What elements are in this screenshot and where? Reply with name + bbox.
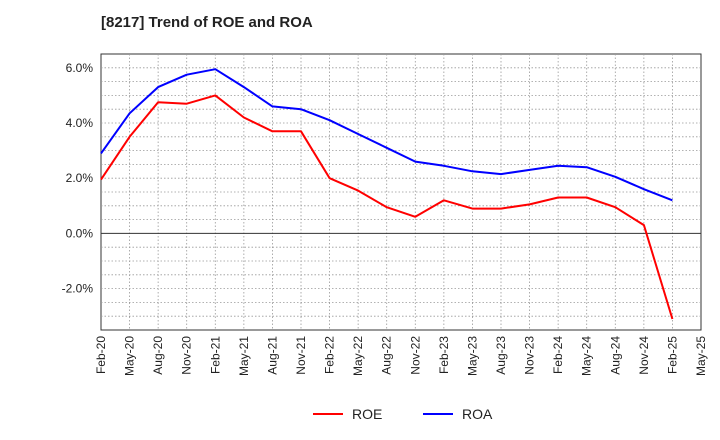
x-tick-label: Aug-24 [608,336,622,375]
x-tick-label: Nov-21 [294,336,308,375]
x-tick-label: Nov-20 [180,336,194,375]
plot-area [100,53,702,331]
x-tick-label: May-25 [694,336,708,376]
chart-title: [8217] Trend of ROE and ROA [101,14,313,31]
x-tick-label: May-21 [237,336,251,376]
x-tick-label: May-20 [123,336,137,376]
x-tick-label: Aug-23 [494,336,508,375]
x-tick-label: Nov-24 [637,336,651,375]
series-line-roe [100,94,674,320]
x-tick-label: Feb-25 [665,336,679,374]
series-lines [100,68,674,320]
horizontal-gridlines [101,67,701,317]
x-tick-label: Aug-20 [151,336,165,375]
x-tick-label: Aug-22 [380,336,394,375]
legend-label-roe: ROE [352,406,382,422]
legend-label-roa: ROA [462,406,493,422]
x-tick-label: Aug-21 [265,336,279,375]
x-tick-label: Feb-21 [208,336,222,374]
series-line-roa [100,68,673,202]
x-tick-label: Nov-22 [408,336,422,375]
x-tick-label: May-22 [351,336,365,376]
legend: ROE ROA [313,406,493,422]
x-axis: Feb-20 May-20 Aug-20 Nov-20 Feb-21 May-21 Aug-… [94,336,708,376]
x-tick-label: Feb-20 [94,336,108,374]
y-tick-label: 2.0% [66,171,94,185]
y-tick-label: 6.0% [66,61,94,75]
y-tick-label: 0.0% [66,226,94,240]
y-axis: 6.0% 4.0% 2.0% 0.0% -2.0% [62,61,94,296]
x-tick-label: Feb-23 [437,336,451,374]
y-tick-label: 4.0% [66,116,94,130]
x-tick-label: May-24 [580,336,594,376]
x-tick-label: Nov-23 [523,336,537,375]
y-tick-label: -2.0% [62,282,94,296]
x-tick-label: Feb-22 [323,336,337,374]
x-tick-label: Feb-24 [551,336,565,374]
x-tick-label: May-23 [465,336,479,376]
